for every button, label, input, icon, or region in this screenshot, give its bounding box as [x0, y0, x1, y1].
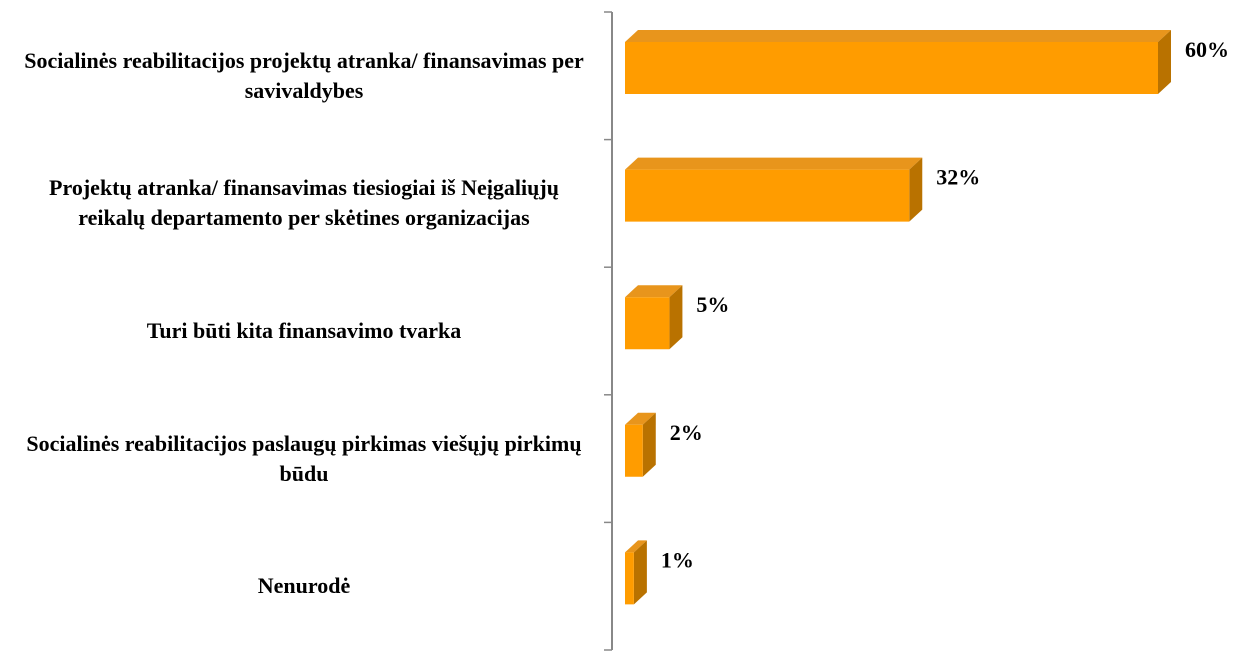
bar-top	[625, 412, 656, 425]
bar-front	[625, 297, 670, 350]
bar-front	[625, 552, 634, 605]
bar	[625, 412, 656, 477]
bar-side	[1158, 30, 1171, 94]
bar-top	[625, 157, 923, 170]
data-label: 60%	[1185, 37, 1229, 62]
bar-front	[625, 169, 910, 222]
bar-top	[625, 30, 1171, 42]
data-label: 32%	[936, 165, 980, 190]
bar-top	[625, 540, 647, 553]
data-label: 5%	[696, 292, 729, 317]
bar-side	[909, 157, 923, 222]
bar	[625, 540, 647, 605]
bar	[625, 157, 923, 222]
category-label: Nenurodė	[257, 573, 351, 599]
category-label: Projektų atranka/ finansavimas tiesiogia…	[49, 175, 559, 231]
bar-front	[625, 42, 1158, 94]
bar	[625, 30, 1171, 94]
bar-side	[633, 540, 647, 605]
bar-side	[642, 412, 656, 477]
bar	[625, 285, 683, 350]
data-label: 2%	[670, 420, 703, 445]
bar-top	[625, 285, 683, 298]
bar-front	[625, 424, 643, 477]
category-label: Turi būti kita finansavimo tvarka	[146, 317, 462, 343]
bar-side	[669, 285, 683, 350]
category-label: Socialinės reabilitacijos projektų atran…	[24, 47, 584, 103]
category-label: Socialinės reabilitacijos paslaugų pirki…	[26, 430, 582, 486]
data-label: 1%	[661, 547, 694, 572]
